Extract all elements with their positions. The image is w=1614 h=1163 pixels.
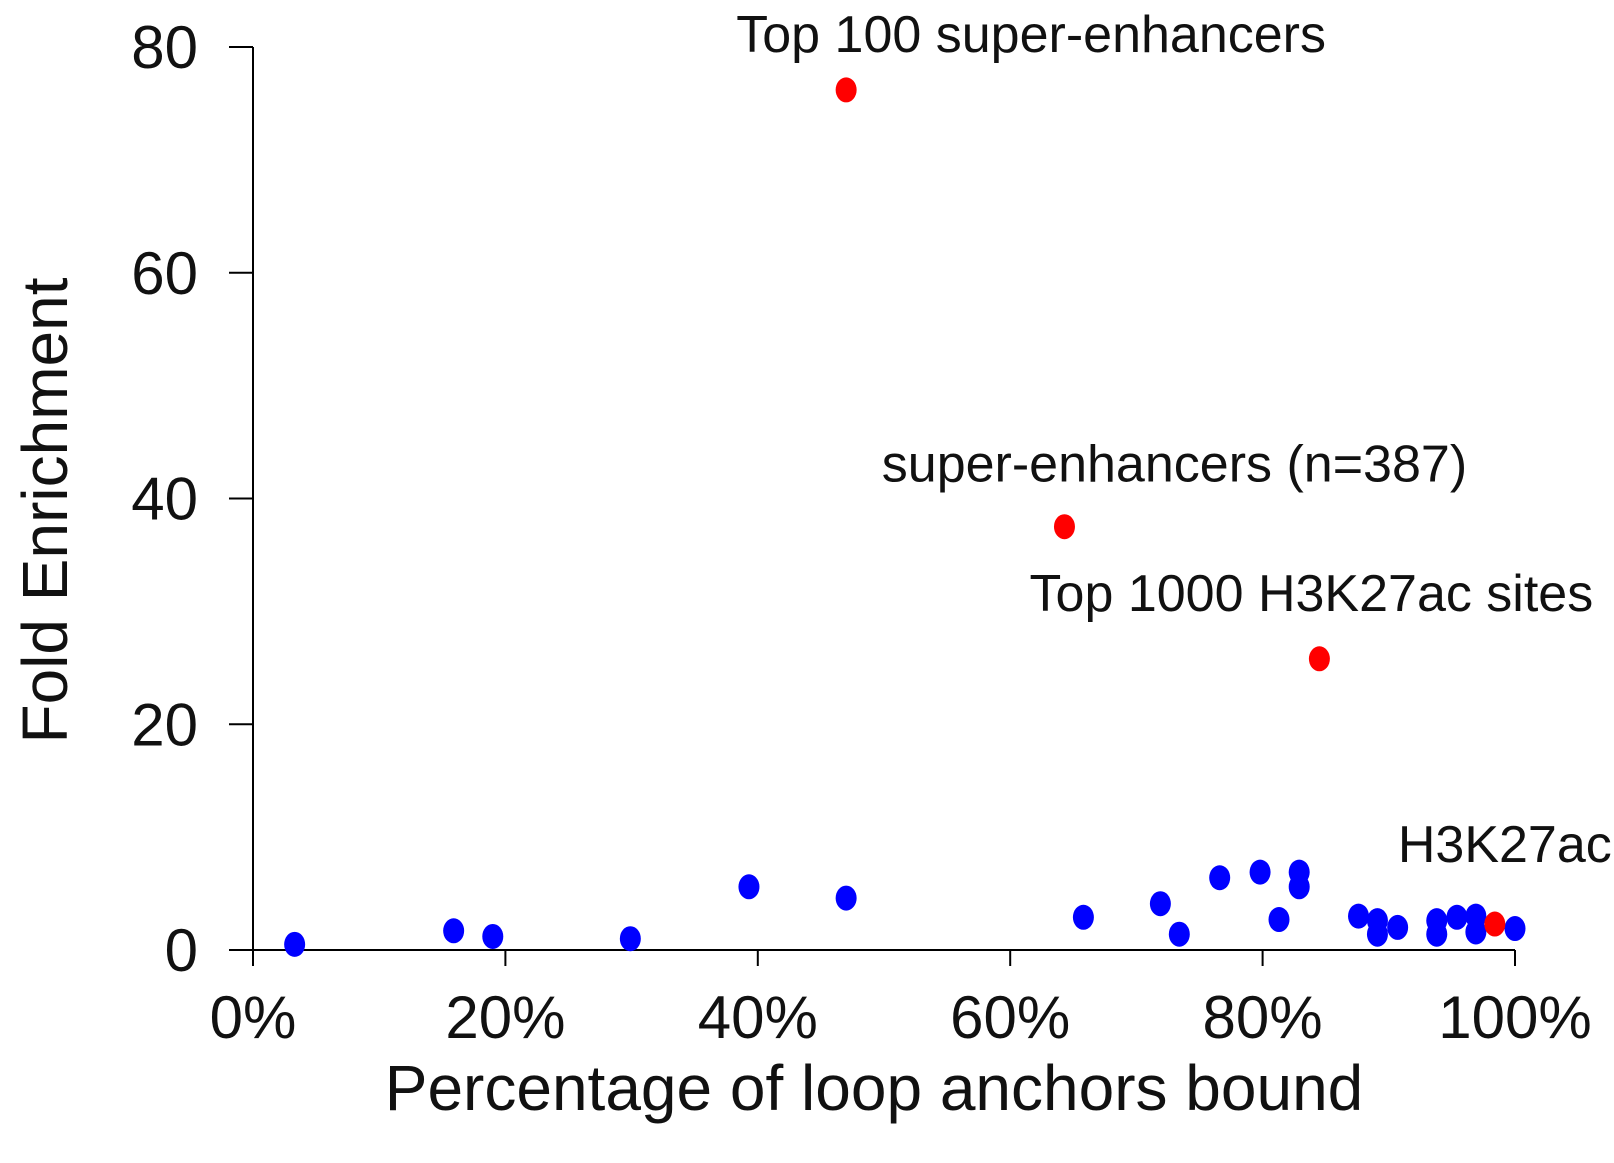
data-point: [1168, 921, 1190, 947]
data-point: [738, 874, 760, 900]
y-ticks: 0 20 40 60 80: [131, 14, 253, 984]
highlight-point: [1484, 911, 1506, 937]
y-tick-label: 0: [165, 917, 198, 984]
data-point: [1426, 921, 1448, 947]
point-annotation: Top 1000 H3K27ac sites: [1030, 565, 1594, 623]
point-annotation: Top 100 super-enhancers: [736, 6, 1326, 64]
x-tick-label: 60%: [950, 984, 1070, 1051]
y-tick-label: 20: [131, 691, 198, 758]
data-point: [482, 923, 504, 949]
y-axis-title: Fold Enrichment: [9, 277, 81, 743]
y-tick-label: 60: [131, 240, 198, 307]
data-point: [1149, 891, 1171, 917]
data-point: [443, 918, 465, 944]
data-point: [1249, 859, 1271, 885]
data-point: [1504, 916, 1526, 942]
data-points: [284, 77, 1526, 957]
data-point: [619, 926, 641, 952]
data-point: [284, 931, 306, 957]
highlight-point: [1308, 646, 1330, 672]
highlight-point: [1053, 514, 1075, 540]
data-point: [1209, 865, 1231, 891]
data-point: [1348, 903, 1370, 929]
x-axis-title: Percentage of loop anchors bound: [385, 1052, 1364, 1124]
x-ticks: 0% 20% 40% 60% 80% 100%: [210, 950, 1592, 1051]
point-annotation: H3K27ac: [1398, 816, 1612, 874]
data-point: [1268, 907, 1290, 933]
data-point: [1288, 874, 1310, 900]
data-point: [1072, 904, 1094, 930]
x-tick-label: 0%: [210, 984, 297, 1051]
annotations: Top 100 super-enhancers super-enhancers (…: [736, 6, 1611, 874]
highlight-point: [835, 77, 857, 103]
y-tick-label: 80: [131, 14, 198, 81]
x-tick-label: 20%: [445, 984, 565, 1051]
x-tick-label: 40%: [698, 984, 818, 1051]
data-point: [835, 885, 857, 911]
data-point: [1446, 904, 1468, 930]
data-point: [1366, 921, 1388, 947]
data-point: [1465, 919, 1487, 945]
x-tick-label: 100%: [1438, 984, 1591, 1051]
point-annotation: super-enhancers (n=387): [882, 436, 1467, 494]
data-point: [1387, 914, 1409, 940]
y-tick-label: 40: [131, 466, 198, 533]
axes: [252, 47, 1515, 951]
x-tick-label: 80%: [1203, 984, 1323, 1051]
